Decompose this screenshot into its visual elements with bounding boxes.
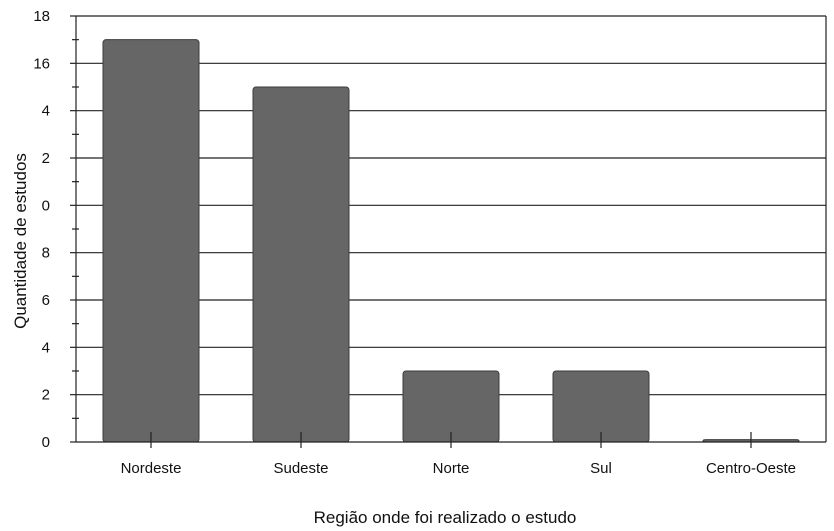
bar-norte: [402, 370, 500, 443]
y-axis-title: Quantidade de estudos: [11, 153, 30, 329]
y-tick-label: 2: [42, 150, 50, 167]
x-tick-label: Sudeste: [273, 460, 328, 477]
bar-sul: [552, 370, 650, 443]
x-tick-label: Norte: [433, 460, 470, 477]
bar-sudeste: [252, 86, 350, 443]
y-tick-label: 6: [42, 292, 50, 309]
bar-nordeste: [102, 39, 200, 443]
x-tick-labels: Nordeste Sudeste Norte Sul Centro-Oeste: [121, 460, 796, 477]
y-tick-label: 18: [33, 8, 50, 25]
x-tick-label: Centro-Oeste: [706, 460, 796, 477]
x-tick-label: Sul: [590, 460, 612, 477]
x-tick-label: Nordeste: [121, 460, 182, 477]
y-tick-label: 2: [42, 387, 50, 404]
bars: [102, 39, 800, 443]
y-tick-label: 0: [42, 197, 50, 214]
y-tick-label: 16: [33, 55, 50, 72]
y-tick-label: 0: [42, 434, 50, 451]
x-axis-title: Região onde foi realizado o estudo: [314, 508, 577, 527]
y-tick-labels: 0 2 4 6 8 0 2 4 16 18: [33, 8, 50, 451]
y-tick-label: 8: [42, 245, 50, 262]
y-tick-label: 4: [42, 339, 50, 356]
gridlines: [76, 15, 826, 396]
y-tick-label: 4: [42, 103, 50, 120]
axes: [70, 15, 827, 448]
